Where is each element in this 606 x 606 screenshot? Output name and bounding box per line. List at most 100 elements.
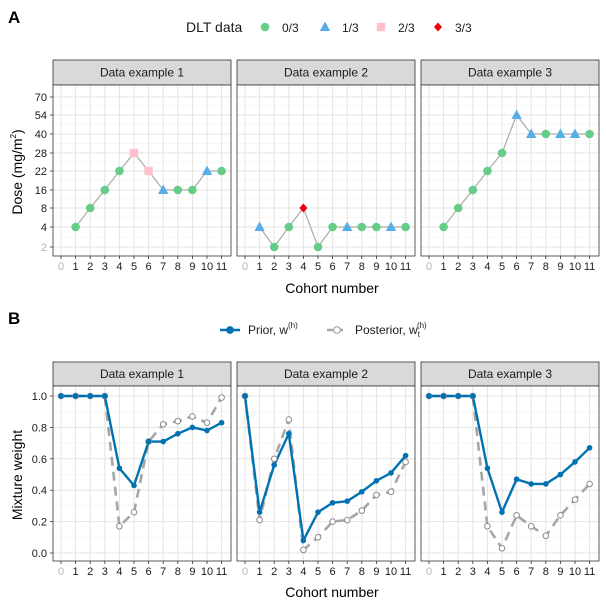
prior-point xyxy=(359,488,365,495)
posterior-point xyxy=(542,532,550,540)
facet-title: Data example 1 xyxy=(100,66,184,80)
prior-point xyxy=(426,393,432,399)
x-tick-label: 10 xyxy=(569,261,581,273)
posterior-point xyxy=(343,516,351,524)
x-tick-label: 6 xyxy=(514,566,520,578)
dlt-point-triangle xyxy=(254,221,265,231)
dlt-point-circle xyxy=(439,222,448,232)
x-tick-label: 0 xyxy=(58,566,64,578)
prior-point xyxy=(402,452,409,459)
prior-point xyxy=(329,499,336,506)
posterior-point xyxy=(373,491,380,499)
dose-x-axis-title: Cohort number xyxy=(285,280,379,296)
prior-point xyxy=(175,430,181,437)
x-tick-label: 4 xyxy=(300,261,306,273)
prior-point xyxy=(300,537,307,544)
x-tick-label: 11 xyxy=(584,261,595,273)
x-tick-label: 0 xyxy=(242,261,248,273)
dlt-point-circle xyxy=(401,222,410,232)
x-tick-label: 8 xyxy=(543,261,549,273)
dose-y-axis-title-main: Dose (mg/m xyxy=(9,138,25,214)
legend-marker xyxy=(333,326,341,334)
prior-point xyxy=(189,424,196,431)
x-tick-label: 7 xyxy=(344,566,350,578)
facet-title: Data example 3 xyxy=(468,367,552,381)
facet-background xyxy=(237,386,415,561)
posterior-point xyxy=(174,417,182,425)
x-tick-label: 1 xyxy=(257,566,263,578)
y-tick-label: 2 xyxy=(41,242,47,254)
prior-point xyxy=(373,477,380,484)
x-tick-label: 4 xyxy=(484,261,490,273)
dlt-point-circle xyxy=(585,129,594,139)
y-tick-label: 0.8 xyxy=(32,422,47,434)
posterior-point xyxy=(116,523,123,530)
prior-point xyxy=(145,438,152,445)
y-tick-label: 22 xyxy=(35,166,47,178)
dlt-point-circle xyxy=(284,222,294,232)
facet-border xyxy=(236,84,416,257)
x-tick-label: 9 xyxy=(557,261,563,273)
posterior-line xyxy=(429,394,591,551)
facet-strip xyxy=(52,59,232,86)
mixture-weight-legend: Prior, w(h) Posterior, wt(h) xyxy=(220,321,427,339)
dlt-point-triangle xyxy=(385,221,397,231)
facet-border xyxy=(420,84,600,257)
posterior-point xyxy=(159,420,167,428)
x-tick-label: 6 xyxy=(330,566,336,578)
x-tick-label: 6 xyxy=(330,261,336,273)
x-tick-label: 5 xyxy=(131,566,137,578)
facet-title: Data example 2 xyxy=(284,367,368,381)
posterior-point xyxy=(402,458,409,466)
x-tick-label: 9 xyxy=(189,566,195,578)
y-tick-label: 0.0 xyxy=(32,548,47,560)
prior-point xyxy=(72,393,79,399)
facet-title: Data example 3 xyxy=(468,66,552,80)
legend-marker-triangle xyxy=(319,21,331,31)
x-tick-label: 7 xyxy=(528,261,534,273)
dlt-legend: DLT data 0/3 1/3 2/3 3/3 xyxy=(186,19,472,35)
dlt-point-circle xyxy=(173,185,183,195)
legend-label: 1/3 xyxy=(342,21,359,35)
x-tick-label: 9 xyxy=(373,261,379,273)
facet-background xyxy=(421,386,599,561)
dlt-point-circle xyxy=(541,129,551,139)
dlt-point-circle xyxy=(100,185,110,195)
prior-point xyxy=(440,393,447,399)
facet-title: Data example 2 xyxy=(284,66,368,80)
y-tick-label: 0.2 xyxy=(32,517,47,529)
facet-border xyxy=(52,84,232,257)
prior-point xyxy=(499,509,505,515)
dlt-point-triangle xyxy=(526,128,537,138)
prior-point xyxy=(572,459,578,465)
x-tick-label: 11 xyxy=(216,261,227,273)
x-tick-label: 9 xyxy=(373,566,379,578)
dlt-point-circle xyxy=(71,222,80,232)
x-tick-label: 0 xyxy=(426,261,432,273)
dlt-point-square xyxy=(144,166,153,176)
posterior-point xyxy=(586,480,593,488)
prior-point xyxy=(256,509,263,515)
posterior-point xyxy=(130,508,138,516)
facet-2: Data example 2 0 1 2 3 4 5 6 7 8 9 10 11 xyxy=(236,59,416,273)
dlt-point-triangle xyxy=(511,109,522,119)
y-tick-label: 0.4 xyxy=(32,485,47,497)
y-tick-label: 0.6 xyxy=(32,454,47,466)
posterior-point xyxy=(189,413,196,420)
prior-point xyxy=(315,509,321,515)
facet-strip xyxy=(420,361,600,387)
y-tick-label: 4 xyxy=(41,222,47,234)
dlt-point-circle xyxy=(85,203,95,213)
posterior-point xyxy=(270,455,278,463)
x-tick-label: 10 xyxy=(385,261,397,273)
prior-point xyxy=(102,393,108,399)
facet-1: Data example 1 0 1 2 3 4 5 6 7 8 9 10 11 xyxy=(52,59,232,273)
prior-point xyxy=(116,465,123,472)
prior-point xyxy=(87,393,93,399)
x-tick-label: 1 xyxy=(73,566,79,578)
x-tick-label: 7 xyxy=(160,261,166,273)
prior-point xyxy=(543,481,549,487)
prior-point xyxy=(131,482,137,489)
facet-strip xyxy=(420,59,600,86)
facet-3: Data example 3 0 1 2 3 4 5 6 7 8 9 10 11 xyxy=(420,59,600,273)
